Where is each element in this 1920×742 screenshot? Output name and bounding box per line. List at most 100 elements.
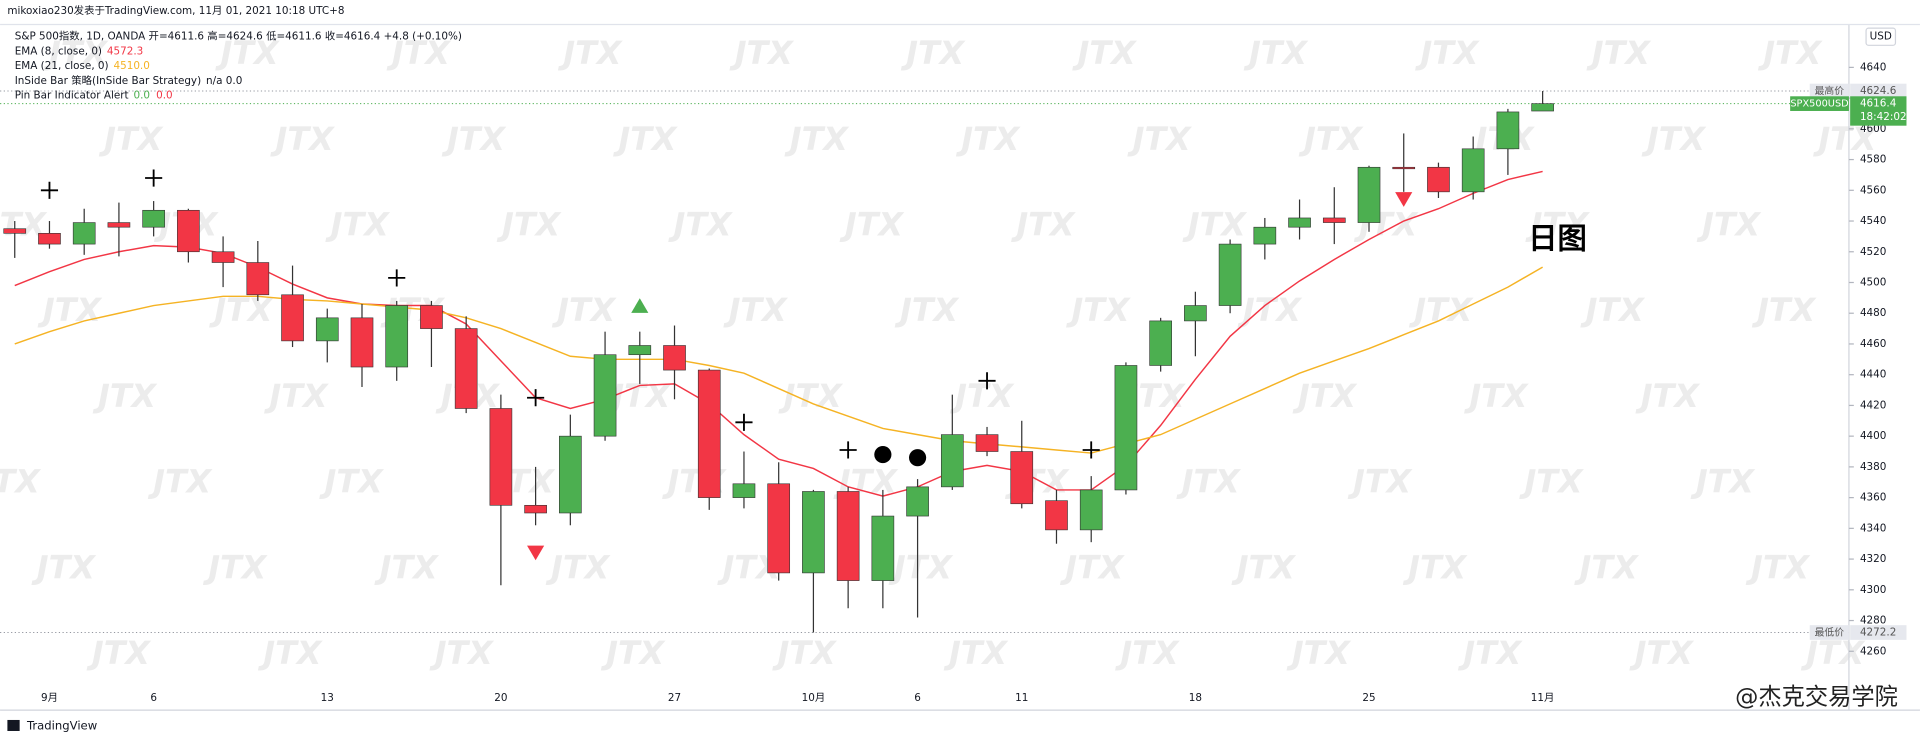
candle-body [1184,305,1207,322]
y-tick-label: 4600 [1860,123,1886,135]
author-line: mikoxiao230发表于TradingView.com, 11月 01, 2… [7,4,344,17]
watermark: JTX [1176,463,1242,501]
plus-marker [839,441,857,459]
x-tick-label: 20 [494,692,507,704]
candle-body [489,408,513,506]
candle-body [3,228,27,234]
watermark: JTX [1757,34,1823,72]
candle-body [906,486,929,517]
watermark: JTX [943,634,1009,672]
watermark: JTX [1635,377,1701,415]
watermark: JTX [1641,120,1707,158]
watermark: JTX [1812,120,1878,158]
candle-body [1531,103,1554,112]
price-tag-label: 最高价 [1815,84,1845,97]
watermark: JTX [441,120,507,158]
plus-marker [978,372,996,390]
x-tick-label: 18 [1189,692,1202,704]
indicator-name: Pin Bar Indicator Alert [15,90,129,102]
candle-body [1010,451,1034,505]
candle-body [767,483,791,574]
price-tag-label: 最低价 [1815,626,1845,639]
y-tick-label: 4560 [1860,184,1886,196]
plus-marker [527,389,545,407]
indicator-value: n/a 0.0 [206,75,242,87]
x-tick-label: 11月 [1531,692,1555,704]
legend-value: 4510.0 [114,60,150,72]
down-marker [527,545,545,561]
watermark: JTX [545,548,611,586]
watermark: JTX [1745,548,1811,586]
candle-body [350,317,374,368]
x-tick-label: 9月 [41,692,58,704]
watermark: JTX [86,634,152,672]
watermark: JTX [729,34,795,72]
watermark: JTX [551,291,617,329]
candle-body [1218,243,1242,306]
watermark: JTX [98,120,164,158]
y-tick-label: 4540 [1860,215,1886,227]
candle-body [559,435,582,514]
watermark: JTX [1182,206,1248,244]
legend-name: EMA (21, close, 0) [15,60,109,72]
watermark: JTX [1751,291,1817,329]
watermark: JTX [557,34,623,72]
y-tick-label: 4460 [1860,338,1886,350]
watermark: JTX [1518,463,1584,501]
x-tick-label: 25 [1362,692,1375,704]
watermark: JTX [1402,548,1468,586]
price-tag-box [1809,83,1849,99]
watermark: JTX [894,291,960,329]
ema-line [14,170,1543,497]
candle-body [1149,320,1172,366]
symbol-line: S&P 500指数, 1D, OANDA 开=4611.6 高=4624.6 低… [15,30,462,43]
watermark: JTX [270,120,336,158]
watermark: JTX [1457,634,1523,672]
y-tick-label: 4440 [1860,369,1886,381]
watermark: JTX [1243,34,1309,72]
watermark: JTX [214,34,280,72]
candle-body [628,345,652,356]
candle-body [1357,166,1381,223]
plus-marker [40,181,59,199]
watermark: JTX [374,548,440,586]
y-tick-label: 4360 [1860,492,1886,504]
candle-body [1461,148,1485,193]
watermark: JTX [1237,291,1303,329]
watermark: JTX [1414,34,1480,72]
watermark: JTX [1231,548,1297,586]
watermark: JTX [1292,377,1358,415]
y-tick-label: 4420 [1860,399,1886,411]
watermark: JTX [325,206,391,244]
candle-body [524,504,547,514]
watermark: JTX [37,291,103,329]
watermark: JTX [606,377,672,415]
candle-body [732,483,756,498]
plus-marker [735,413,753,431]
watermark: JTX [784,120,850,158]
footer-credit: @杰克交易学院 [1735,683,1898,710]
candle-body [420,305,443,329]
x-tick-label: 11 [1015,692,1028,704]
x-tick-label: 27 [668,692,681,704]
watermark: JTX [949,377,1015,415]
watermark: JTX [1574,548,1640,586]
price-tag-value: 4272.2 [1860,627,1896,639]
watermark: JTX [1127,120,1193,158]
watermark: JTX [888,548,954,586]
last-price-countdown: 18:42:02 [1860,111,1907,123]
watermark: JTX [263,377,329,415]
watermark: JTX [772,634,838,672]
candle-body [871,515,895,581]
y-tick-label: 4300 [1860,584,1886,596]
candle-body [142,209,165,228]
currency-box [1865,27,1897,46]
y-tick-label: 4280 [1860,615,1886,627]
price-tag-box [1809,625,1849,640]
candle-body [72,222,96,245]
y-tick-label: 4480 [1860,307,1886,319]
candle-body [1496,111,1520,150]
candle-body [1392,166,1416,170]
candle-body [940,434,964,488]
